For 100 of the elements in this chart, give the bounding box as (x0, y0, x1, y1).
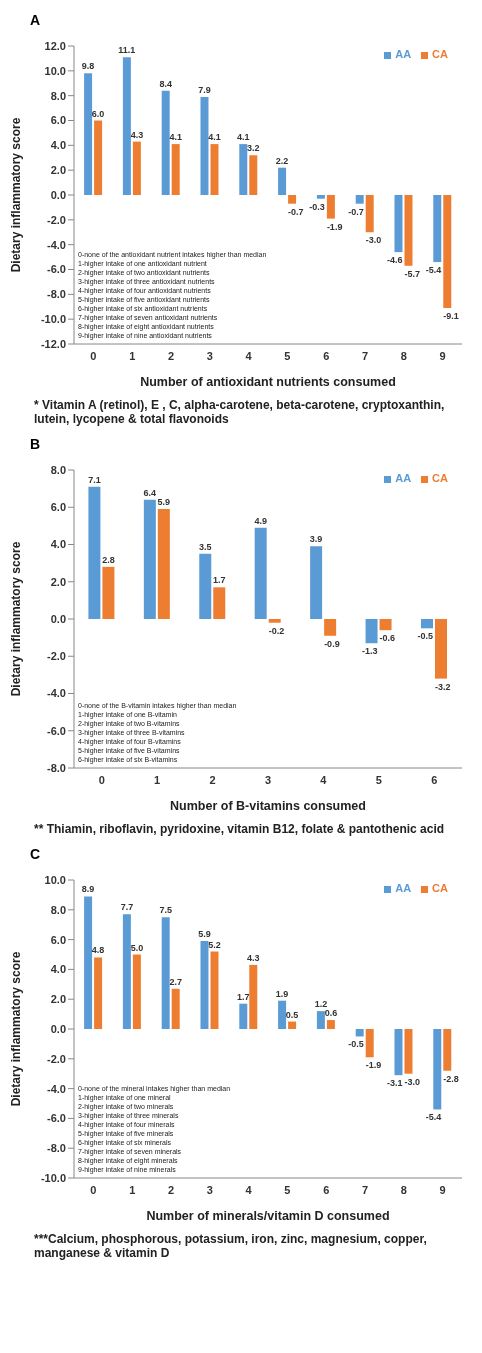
y-tick-label: -10.0 (40, 1171, 66, 1184)
y-tick-label: -6.0 (47, 1112, 66, 1125)
bar (84, 73, 93, 195)
y-tick-label: 10.0 (44, 873, 66, 886)
y-tick-label: -8.0 (47, 288, 66, 301)
y-tick-label: -8.0 (47, 761, 66, 774)
legend-label: CA (432, 472, 448, 484)
data-label: -5.4 (425, 265, 442, 276)
x-tick-label: 6 (431, 773, 438, 786)
bar (143, 499, 156, 619)
bar (200, 96, 209, 195)
x-tick-label: 7 (361, 349, 369, 362)
x-tick-label: 7 (361, 1183, 369, 1196)
data-label: -2.8 (443, 1073, 459, 1084)
chart-title: B (30, 436, 41, 452)
y-tick-label: 2.0 (50, 575, 66, 588)
bar (84, 896, 93, 1029)
y-tick-label: 2.0 (50, 164, 66, 177)
data-label: 0.5 (285, 1009, 299, 1020)
chart-title: C (30, 846, 41, 862)
bar (288, 195, 297, 204)
data-label: 11.1 (118, 45, 136, 56)
data-label: -5.7 (404, 268, 420, 279)
x-tick-label: 0 (90, 349, 97, 362)
x-tick-label: 2 (167, 1183, 175, 1196)
y-tick-label: -2.0 (47, 213, 66, 226)
bar (326, 195, 335, 219)
data-label: 4.1 (237, 132, 250, 143)
bar (434, 619, 447, 679)
y-tick-label: -2.0 (47, 1052, 66, 1065)
data-label: -3.1 (386, 1078, 403, 1089)
bar (420, 619, 433, 629)
data-label: 6.4 (143, 487, 157, 498)
bar (249, 964, 258, 1029)
data-label: 5.9 (157, 497, 171, 508)
data-label: 7.7 (120, 902, 134, 913)
chart-title: A (30, 12, 41, 28)
x-axis-title: Number of B-vitamins consumed (170, 799, 366, 813)
text: ** Thiamin, riboflavin, pyridoxine, vitamin B12, folate & pantothenic acid (33, 821, 446, 836)
data-label: 3.5 (199, 541, 212, 552)
bar (161, 90, 170, 195)
data-label: -9.1 (443, 310, 459, 321)
bar (200, 941, 209, 1029)
data-label: -0.5 (417, 631, 433, 642)
y-tick-label: 8.0 (50, 903, 66, 916)
bar (132, 141, 141, 195)
data-label: -3.2 (434, 681, 451, 692)
bar (254, 527, 267, 619)
bar (379, 619, 392, 631)
y-tick-label: 8.0 (50, 89, 66, 102)
data-label: 9.8 (81, 61, 95, 72)
data-label: -0.3 (309, 201, 325, 212)
data-label: 0.6 (324, 1008, 338, 1019)
y-axis-title: Dietary inflammatory score (9, 117, 24, 273)
data-label: 1.9 (275, 988, 289, 999)
y-tick-label: -4.0 (47, 1082, 66, 1095)
bar (394, 1029, 403, 1076)
data-label: -0.5 (348, 1039, 364, 1050)
x-tick-label: 3 (206, 349, 213, 362)
data-label: 8.4 (159, 78, 172, 89)
bar (355, 1029, 364, 1037)
bar (249, 155, 258, 195)
x-tick-label: 4 (320, 773, 328, 786)
bar (365, 619, 378, 644)
bar (268, 619, 281, 623)
y-tick-label: 4.0 (50, 139, 66, 152)
y-tick-label: 0.0 (50, 1022, 66, 1035)
legend-label: AA (395, 882, 412, 894)
x-axis-title: Number of minerals/vitamin D consumed (146, 1209, 390, 1223)
bar (122, 914, 131, 1029)
data-label: -0.7 (348, 206, 364, 217)
y-tick-label: 6.0 (50, 114, 66, 127)
bar (355, 195, 364, 204)
bar (365, 1029, 374, 1058)
data-label: 5.0 (130, 942, 144, 953)
data-label: 4.9 (254, 515, 267, 526)
x-tick-label: 0 (90, 1183, 97, 1196)
bar (171, 988, 180, 1029)
y-tick-label: 8.0 (50, 463, 66, 476)
data-label: -0.9 (324, 638, 340, 649)
text: * Vitamin A (retinol), E , C, alpha-carotene, beta-carotene, cryptoxanthin, lutein, lycopene & total flavonoids (33, 397, 446, 426)
x-axis-title: Number of antioxidant nutrients consumed (140, 375, 396, 389)
y-axis-title: Dietary inflammatory score (9, 541, 24, 697)
data-label: 1.7 (237, 991, 250, 1002)
x-tick-label: 8 (400, 349, 407, 362)
x-tick-label: 6 (323, 349, 330, 362)
data-label: 1.7 (213, 575, 226, 586)
data-label: 4.1 (208, 132, 221, 143)
bar (199, 553, 212, 619)
bar (239, 144, 248, 195)
bar (433, 1029, 442, 1110)
bar (122, 57, 131, 195)
x-tick-label: 5 (375, 773, 382, 786)
data-label: 2.8 (102, 554, 115, 565)
y-tick-label: -10.0 (40, 313, 66, 326)
bar (433, 195, 442, 263)
y-tick-label: -12.0 (40, 337, 66, 350)
y-tick-label: -6.0 (47, 724, 66, 737)
x-tick-label: 5 (284, 349, 291, 362)
x-tick-label: 1 (154, 773, 161, 786)
